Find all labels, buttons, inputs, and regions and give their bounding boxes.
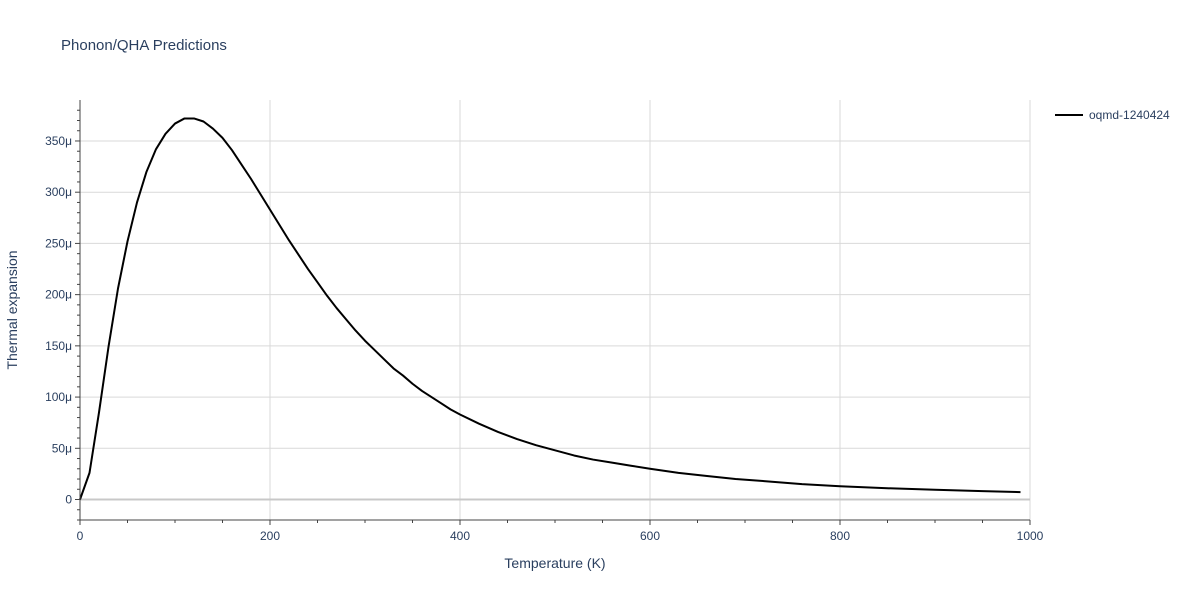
y-tick-label: 350μ xyxy=(45,134,72,148)
grid-lines xyxy=(80,100,1031,520)
series-layer xyxy=(79,117,1021,500)
legend-label: oqmd-1240424 xyxy=(1089,108,1170,122)
y-tick-label: 0 xyxy=(65,493,72,507)
x-tick-label: 0 xyxy=(77,529,84,543)
series-line xyxy=(79,117,1021,500)
x-axis-title: Temperature (K) xyxy=(504,555,605,571)
axes: 0 200 400 600 800 1000 0 50μ 100μ 150μ 200μ 250μ 300… xyxy=(45,100,1044,543)
plot-area: 0 200 400 600 800 1000 0 50μ 100μ 150μ 200μ 250μ 300… xyxy=(45,100,1044,543)
legend[interactable]: oqmd-1240424 xyxy=(1055,108,1170,122)
x-tick-label: 1000 xyxy=(1017,529,1044,543)
y-tick-label: 250μ xyxy=(45,236,72,250)
x-tick-label: 800 xyxy=(830,529,850,543)
x-tick-label: 200 xyxy=(260,529,280,543)
x-tick-label: 600 xyxy=(640,529,660,543)
y-axis-title: Thermal expansion xyxy=(4,250,20,369)
y-tick-label: 150μ xyxy=(45,339,72,353)
x-tick-label: 400 xyxy=(450,529,470,543)
y-tick-label: 50μ xyxy=(52,441,72,455)
chart-title: Phonon/QHA Predictions xyxy=(61,37,227,54)
y-tick-label: 200μ xyxy=(45,288,72,302)
y-tick-label: 300μ xyxy=(45,185,72,199)
y-tick-label: 100μ xyxy=(45,390,72,404)
